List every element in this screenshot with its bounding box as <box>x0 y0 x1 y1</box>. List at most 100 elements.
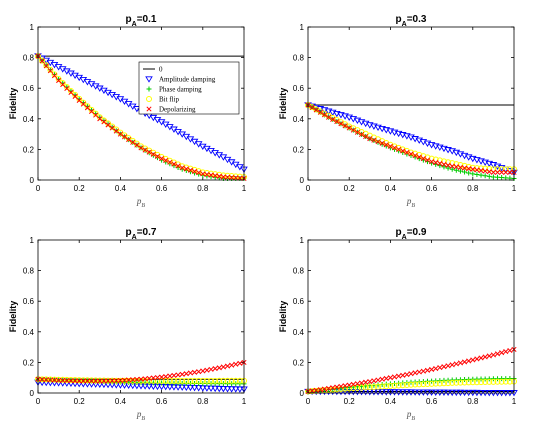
data-point <box>375 383 382 390</box>
subplot-2: pA=0.3 0 0.2 0.4 0.6 0.8 1 0 0.2 0.4 0.6 0.8 1 Fideli… <box>278 14 518 209</box>
data-point <box>432 380 439 387</box>
data-point <box>159 156 165 162</box>
data-point <box>338 121 344 127</box>
data-point <box>482 379 489 386</box>
data-point <box>474 356 480 362</box>
data-point <box>379 383 386 390</box>
legend-swatch <box>145 76 153 83</box>
data-point <box>171 372 177 378</box>
data-point <box>390 389 399 396</box>
data-point <box>56 377 62 383</box>
data-point <box>233 175 239 181</box>
x-tick-label: 0 <box>306 397 311 406</box>
data-point <box>353 389 362 396</box>
data-point <box>449 166 455 172</box>
data-point <box>39 58 45 64</box>
data-point <box>309 388 315 394</box>
data-point <box>449 379 456 386</box>
data-point <box>354 129 360 135</box>
data-point <box>97 378 103 384</box>
data-point <box>200 171 206 177</box>
data-point <box>334 119 340 125</box>
data-point <box>134 376 140 383</box>
data-point <box>55 376 62 383</box>
x-tick-label: 0.6 <box>426 184 438 193</box>
data-point <box>126 137 132 143</box>
data-point <box>39 57 46 64</box>
data-point <box>494 351 501 357</box>
x-tick-label: 0.6 <box>156 397 168 406</box>
data-point <box>93 112 99 118</box>
y-tick-label: 0 <box>300 176 305 185</box>
data-point <box>80 378 86 384</box>
data-point <box>211 385 219 393</box>
legend-label: Amplitude damping <box>159 76 216 84</box>
x-tick-label: 0.2 <box>74 397 86 406</box>
y-tick-label: 0.4 <box>23 115 35 124</box>
data-point <box>43 63 49 69</box>
subplot-4: pA=0.9 0 0.2 0.4 0.6 0.8 1 0 0.2 0.4 0.6 0.8 1 Fideli… <box>278 227 518 422</box>
data-point <box>220 377 227 384</box>
data-point <box>105 377 112 384</box>
data-point <box>166 377 173 384</box>
data-point <box>412 370 418 376</box>
data-point <box>183 377 190 384</box>
data-point <box>60 377 66 383</box>
series-amplitude-damping <box>304 102 518 177</box>
data-point <box>441 364 447 370</box>
x-tick-label: 1 <box>242 184 247 193</box>
data-point <box>404 371 410 378</box>
data-point <box>359 131 365 137</box>
data-point <box>354 381 360 387</box>
data-point <box>204 367 210 373</box>
y-tick-label: 1 <box>30 23 35 32</box>
data-point <box>43 62 50 69</box>
data-point <box>224 363 231 369</box>
data-point <box>453 361 459 367</box>
data-point <box>68 89 74 96</box>
data-point <box>387 375 393 381</box>
data-point <box>191 377 198 384</box>
legend-swatch <box>146 96 152 102</box>
chart-title: pA=0.3 <box>396 14 427 28</box>
data-point <box>379 140 385 146</box>
y-axis-label: Fidelity <box>8 88 18 120</box>
data-point <box>67 87 74 94</box>
data-point <box>59 376 66 383</box>
data-point <box>490 169 496 175</box>
x-tick-label: 0 <box>36 397 41 406</box>
data-point <box>233 361 239 367</box>
series-depolarizing <box>35 359 247 384</box>
data-point <box>192 369 198 375</box>
data-point <box>411 389 419 396</box>
data-point <box>482 173 488 179</box>
data-point <box>309 104 315 111</box>
y-tick-label: 0.2 <box>293 145 305 154</box>
x-tick-label: 0.8 <box>197 397 209 406</box>
data-point <box>51 376 58 383</box>
series-bit-flip <box>305 378 517 395</box>
data-point <box>367 378 373 385</box>
data-point <box>51 377 58 383</box>
chart-title: pA=0.7 <box>126 227 157 241</box>
data-point <box>370 383 377 390</box>
data-point <box>466 170 472 176</box>
legend: 0 Amplitude damping Phase damping Bit flip D… <box>138 61 240 115</box>
data-point <box>163 373 169 380</box>
data-point <box>93 378 99 384</box>
data-point <box>100 377 107 384</box>
data-point <box>403 389 411 396</box>
data-point <box>357 389 366 396</box>
data-point <box>64 377 70 384</box>
data-point <box>121 377 128 384</box>
data-point <box>482 168 488 174</box>
data-point <box>47 68 53 74</box>
data-point <box>474 171 480 177</box>
data-point <box>68 378 74 384</box>
axes-frame <box>307 239 515 394</box>
data-point <box>461 379 468 386</box>
data-point <box>232 377 239 384</box>
data-point <box>478 355 484 361</box>
data-point <box>428 380 435 387</box>
data-point <box>394 389 403 396</box>
